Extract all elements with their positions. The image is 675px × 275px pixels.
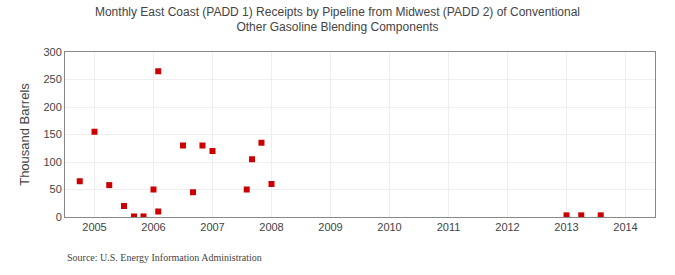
svg-text:100: 100: [43, 156, 61, 168]
svg-text:2006: 2006: [141, 221, 165, 233]
svg-text:Monthly East Coast (PADD 1) Re: Monthly East Coast (PADD 1) Receipts by …: [95, 5, 580, 35]
svg-text:2011: 2011: [437, 221, 461, 233]
svg-text:150: 150: [43, 128, 61, 140]
svg-text:2013: 2013: [554, 221, 578, 233]
svg-text:Source: U.S. Energy Informatio: Source: U.S. Energy Information Administ…: [67, 252, 262, 263]
svg-text:2007: 2007: [200, 221, 224, 233]
svg-text:250: 250: [43, 73, 61, 85]
svg-text:Thousand Barrels: Thousand Barrels: [17, 83, 32, 186]
svg-text:0: 0: [56, 211, 62, 223]
svg-text:2012: 2012: [495, 221, 519, 233]
svg-text:2008: 2008: [259, 221, 283, 233]
svg-text:200: 200: [43, 101, 61, 113]
svg-text:300: 300: [43, 46, 61, 58]
svg-text:2010: 2010: [377, 221, 401, 233]
svg-text:50: 50: [50, 183, 62, 195]
svg-text:2005: 2005: [82, 221, 106, 233]
svg-text:2009: 2009: [318, 221, 342, 233]
svg-text:2014: 2014: [613, 221, 637, 233]
